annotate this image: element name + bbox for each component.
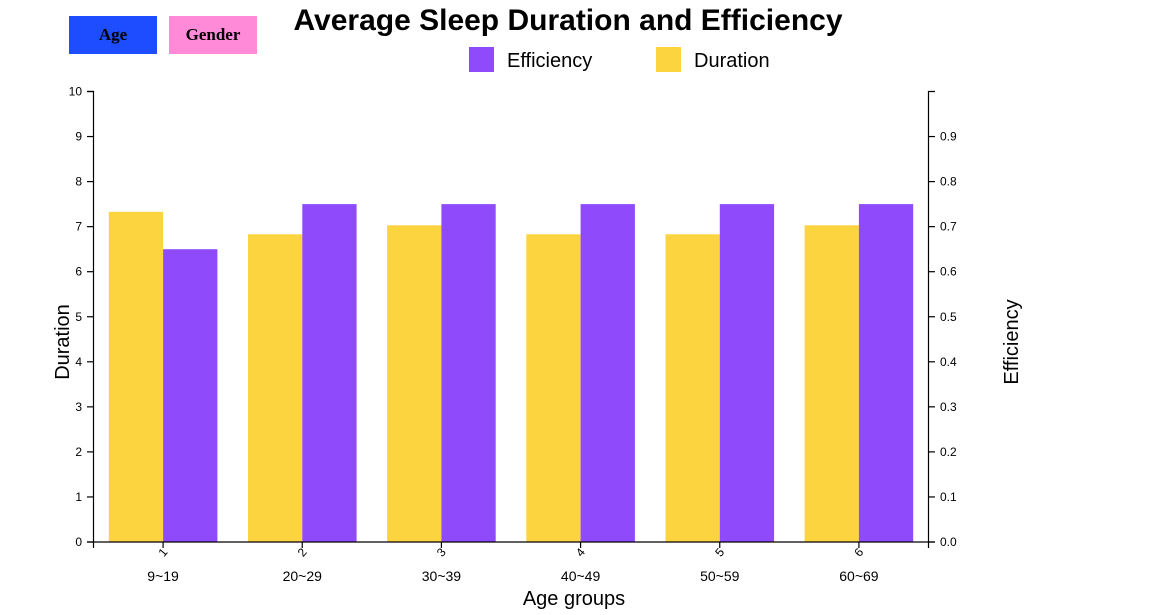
right-tick-label: 0.5	[940, 310, 957, 324]
x-category-label: 9~19	[147, 568, 179, 584]
right-tick-label: 0.3	[940, 400, 957, 414]
bar-efficiency-2	[302, 204, 357, 542]
bars-group	[108, 204, 914, 543]
chart-title: Average Sleep Duration and Efficiency	[293, 4, 842, 37]
x-category-label: 60~69	[839, 568, 879, 584]
bar-efficiency-5	[719, 204, 775, 542]
left-tick-label: 6	[75, 265, 82, 279]
right-tick-label: 0.7	[940, 220, 957, 234]
legend-label-duration: Duration	[694, 50, 770, 72]
bar-duration-3	[387, 225, 442, 543]
right-tick-label: 0.1	[940, 490, 957, 504]
left-tick-label: 4	[75, 355, 82, 369]
right-tick-label: 0.9	[940, 130, 957, 144]
bar-duration-4	[526, 234, 581, 543]
x-category-label: 20~29	[283, 568, 323, 584]
right-tick-label: 0.0	[940, 535, 957, 549]
gender-toggle-button[interactable]: Gender	[169, 16, 257, 54]
left-tick-label: 0	[75, 535, 82, 549]
bar-efficiency-4	[580, 204, 635, 542]
y-axis-label: Duration	[52, 304, 74, 380]
bar-efficiency-1	[163, 249, 218, 542]
y2-axis-label: Efficiency	[1001, 299, 1023, 384]
legend-label-efficiency: Efficiency	[507, 50, 592, 72]
x-category-label: 30~39	[422, 568, 462, 584]
x-category-label: 40~49	[561, 568, 601, 584]
x-axis-label: Age groups	[523, 588, 625, 610]
bar-duration-6	[804, 225, 859, 543]
bar-duration-5	[665, 234, 720, 543]
right-tick-label: 0.6	[940, 265, 957, 279]
left-tick-label: 7	[75, 220, 82, 234]
left-tick-label: 5	[75, 310, 82, 324]
left-tick-label: 1	[75, 490, 82, 504]
x-axis-line	[92, 541, 930, 548]
legend-swatch-duration	[656, 47, 681, 72]
age-toggle-button[interactable]: Age	[69, 16, 157, 54]
legend-swatch-efficiency	[469, 47, 494, 72]
right-tick-label: 0.2	[940, 445, 957, 459]
bar-duration-1	[108, 211, 164, 543]
bar-efficiency-6	[858, 204, 914, 542]
left-axis: 0 1 2 3 4 5 6 7 8 9 10	[69, 85, 95, 549]
right-axis: 0.0 0.1 0.2 0.3 0.4 0.5 0.6 0.7 0.8 0.9	[927, 90, 957, 549]
legend: Efficiency Duration	[469, 47, 770, 72]
left-tick-label: 10	[69, 85, 83, 99]
right-tick-label: 0.8	[940, 175, 957, 189]
left-tick-label: 9	[75, 130, 82, 144]
left-tick-label: 3	[75, 400, 82, 414]
x-category-label: 50~59	[700, 568, 740, 584]
right-tick-label: 0.4	[940, 355, 957, 369]
bar-efficiency-3	[441, 204, 496, 542]
left-tick-label: 2	[75, 445, 82, 459]
bar-duration-2	[248, 234, 303, 543]
left-tick-label: 8	[75, 175, 82, 189]
